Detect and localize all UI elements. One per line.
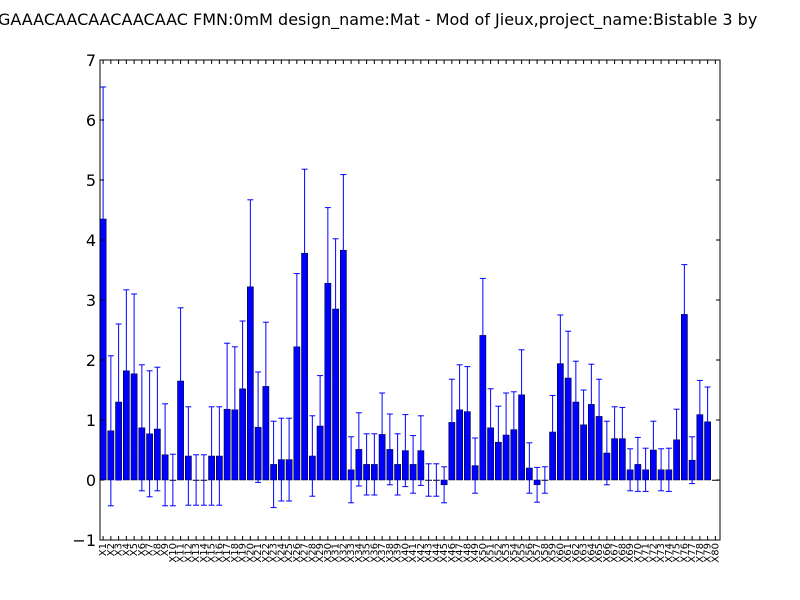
- x-tick-label: X68: [617, 543, 628, 563]
- x-tick-label: X72: [648, 543, 659, 563]
- x-tick-label: X49: [470, 543, 481, 563]
- x-tick-label: X22: [261, 543, 272, 563]
- x-tick-label: X38: [385, 543, 396, 563]
- x-tick-label: X9: [160, 543, 171, 556]
- x-tick-label: X61: [563, 543, 574, 563]
- x-tick-label: X16: [214, 543, 225, 563]
- x-tick-label: X39: [393, 543, 404, 563]
- x-tick-label: X44: [431, 543, 442, 563]
- x-tick-label: X41: [408, 543, 419, 563]
- x-tick-label: X67: [610, 543, 621, 563]
- x-tick-label: X66: [602, 543, 613, 563]
- x-tick-label: X48: [462, 543, 473, 563]
- x-tick-label: X36: [369, 543, 380, 563]
- x-tick-label: X40: [400, 543, 411, 563]
- x-tick-label: X70: [633, 543, 644, 563]
- x-tick-label: X76: [679, 543, 690, 563]
- x-tick-label: X43: [424, 543, 435, 563]
- x-tick-label: X4: [121, 543, 132, 556]
- x-tick-label: X37: [377, 543, 388, 563]
- x-tick-label: X60: [555, 543, 566, 563]
- x-tick-label: X13: [191, 543, 202, 563]
- x-tick-label: X7: [145, 543, 156, 556]
- x-tick-label: X79: [703, 543, 714, 563]
- x-tick-label: X28: [307, 543, 318, 563]
- x-tick-label: X57: [532, 543, 543, 563]
- x-tick-label: X15: [207, 543, 218, 563]
- x-tick-label: X23: [269, 543, 280, 563]
- y-tick-label: −1: [72, 531, 96, 550]
- x-tick-label: X17: [222, 543, 233, 563]
- x-tick-label: X33: [346, 543, 357, 563]
- x-tick-label: X45: [439, 543, 450, 563]
- x-tick-label: X53: [501, 543, 512, 563]
- x-tick-label: X21: [253, 543, 264, 563]
- y-tick-label: 0: [86, 471, 96, 490]
- x-tick-label: X46: [447, 543, 458, 563]
- x-tick-label: X78: [695, 543, 706, 563]
- x-tick-label: X77: [687, 543, 698, 563]
- x-tick-label: X31: [331, 543, 342, 563]
- y-tick-label: 2: [86, 351, 96, 370]
- bars-group: [99, 218, 719, 486]
- x-tick-label: X12: [183, 543, 194, 563]
- y-tick-label: 3: [86, 291, 96, 310]
- x-tick-label: X47: [455, 543, 466, 563]
- chart-title: GAAACAACAACAACAAC FMN:0mM design_name:Ma…: [0, 10, 757, 30]
- x-tick-label: X1: [98, 543, 109, 556]
- x-tick-label: X32: [338, 543, 349, 563]
- x-tick-label: X80: [710, 543, 721, 563]
- x-tick-label: X52: [493, 543, 504, 563]
- x-tick-label: X2: [106, 543, 117, 556]
- error-bars-group: [100, 86, 711, 509]
- x-tick-label: X3: [114, 543, 125, 556]
- x-tick-label: X19: [238, 543, 249, 563]
- x-tick-label: X64: [586, 543, 597, 563]
- x-tick-label: X24: [276, 543, 287, 563]
- x-tick-label: X10: [168, 543, 179, 563]
- x-tick-label: X42: [416, 543, 427, 563]
- x-tick-label: X25: [284, 543, 295, 563]
- x-tick-label: X14: [199, 543, 210, 563]
- x-tick-label: X54: [509, 543, 520, 563]
- y-tick-label: 1: [86, 411, 96, 430]
- x-tick-label: X20: [245, 543, 256, 563]
- x-tick-label: X63: [579, 543, 590, 563]
- y-tick-label: 5: [86, 171, 96, 190]
- x-tick-label: X69: [625, 543, 636, 563]
- x-axis: X1X2X3X4X5X6X7X8X9X10X11X12X13X14X15X16X…: [98, 60, 721, 563]
- x-tick-label: X34: [354, 543, 365, 563]
- x-tick-label: X11: [176, 543, 187, 563]
- x-tick-label: X75: [672, 543, 683, 563]
- x-tick-label: X71: [641, 543, 652, 563]
- x-tick-label: X6: [137, 543, 148, 556]
- y-tick-label: 6: [86, 111, 96, 130]
- x-tick-label: X59: [548, 543, 559, 563]
- x-tick-label: X73: [656, 543, 667, 563]
- x-tick-label: X65: [594, 543, 605, 563]
- x-tick-label: X51: [486, 543, 497, 563]
- x-tick-label: X62: [571, 543, 582, 563]
- y-tick-label: 7: [86, 51, 96, 70]
- x-tick-label: X58: [540, 543, 551, 563]
- x-tick-label: X50: [478, 543, 489, 563]
- x-tick-label: X27: [300, 543, 311, 563]
- x-tick-label: X56: [524, 543, 535, 563]
- x-tick-label: X30: [323, 543, 334, 563]
- y-tick-label: 4: [86, 231, 96, 250]
- x-tick-label: X55: [517, 543, 528, 563]
- y-axis: −1 0 1 2 3 4 5 6 7: [72, 51, 720, 550]
- x-tick-label: X35: [362, 543, 373, 563]
- x-tick-label: X18: [230, 543, 241, 563]
- x-tick-label: X5: [129, 543, 140, 556]
- x-tick-label: X29: [315, 543, 326, 563]
- x-tick-label: X74: [664, 543, 675, 563]
- x-tick-label: X26: [292, 543, 303, 563]
- x-tick-label: X8: [152, 543, 163, 556]
